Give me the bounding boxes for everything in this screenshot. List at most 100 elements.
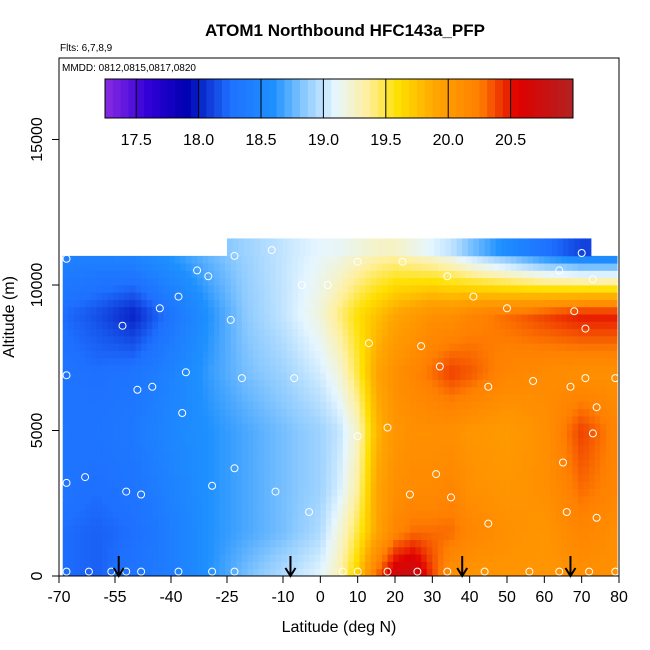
heatmap-cell xyxy=(337,561,344,570)
heatmap-cell xyxy=(90,568,97,577)
heatmap-cell xyxy=(118,321,125,330)
heatmap-cell xyxy=(594,495,601,504)
heatmap-cell xyxy=(376,357,383,366)
heatmap-cell xyxy=(572,401,579,410)
heatmap-cell xyxy=(135,350,142,359)
heatmap-cell xyxy=(73,561,80,570)
heatmap-cell xyxy=(600,546,607,555)
heatmap-cell xyxy=(169,459,176,468)
heatmap-cell xyxy=(90,481,97,490)
heatmap-cell xyxy=(549,415,556,424)
heatmap-cell xyxy=(600,284,607,293)
colorbar-swatch xyxy=(479,79,488,118)
heatmap-cell xyxy=(152,430,159,439)
heatmap-cell xyxy=(415,503,422,511)
heatmap-cell xyxy=(113,408,120,417)
heatmap-cell xyxy=(505,539,512,548)
heatmap-cell xyxy=(331,314,338,322)
heatmap-cell xyxy=(454,343,461,351)
heatmap-cell xyxy=(415,445,422,453)
heatmap-cell xyxy=(533,554,540,562)
heatmap-cell xyxy=(197,277,204,286)
heatmap-cell xyxy=(555,372,562,380)
heatmap-cell xyxy=(510,299,517,308)
heatmap-cell xyxy=(538,255,545,264)
heatmap-cell xyxy=(443,321,450,330)
heatmap-cell xyxy=(432,255,439,264)
heatmap-cell xyxy=(79,415,86,424)
heatmap-cell xyxy=(79,292,86,300)
heatmap-cell xyxy=(533,284,540,293)
heatmap-cell xyxy=(482,546,489,555)
heatmap-cell xyxy=(230,437,237,446)
heatmap-cell xyxy=(510,495,517,504)
heatmap-cell xyxy=(185,539,192,548)
heatmap-cell xyxy=(505,365,512,373)
heatmap-cell xyxy=(90,299,97,308)
heatmap-cell xyxy=(477,423,484,431)
heatmap-cell xyxy=(393,350,400,359)
heatmap-cell xyxy=(460,415,467,424)
heatmap-cell xyxy=(180,328,187,337)
heatmap-cell xyxy=(376,561,383,570)
heatmap-cell xyxy=(337,263,344,271)
heatmap-cell xyxy=(499,517,506,526)
heatmap-cell xyxy=(426,343,433,351)
heatmap-cell xyxy=(490,238,497,257)
heatmap-cell xyxy=(544,408,551,417)
heatmap-cell xyxy=(191,525,198,533)
heatmap-cell xyxy=(426,430,433,439)
heatmap-cell xyxy=(96,510,103,519)
heatmap-cell xyxy=(180,474,187,482)
heatmap-cell xyxy=(488,306,495,315)
heatmap-cell xyxy=(180,423,187,431)
heatmap-cell xyxy=(527,423,534,431)
heatmap-cell xyxy=(275,495,282,504)
heatmap-cell xyxy=(208,481,215,490)
heatmap-cell xyxy=(286,386,293,395)
heatmap-cell xyxy=(426,495,433,504)
heatmap-cell xyxy=(297,255,304,264)
heatmap-cell xyxy=(594,474,601,482)
heatmap-cell xyxy=(197,546,204,555)
heatmap-cell xyxy=(465,517,472,526)
colorbar-swatch xyxy=(471,79,480,118)
heatmap-cell xyxy=(376,277,383,286)
heatmap-cell xyxy=(314,423,321,431)
heatmap-cell xyxy=(583,292,590,300)
heatmap-cell xyxy=(566,430,573,439)
heatmap-cell xyxy=(85,452,92,460)
colorbar-swatch xyxy=(463,79,473,118)
heatmap-cell xyxy=(572,314,579,322)
heatmap-cell xyxy=(169,321,176,330)
sample-point xyxy=(353,432,362,441)
heatmap-cell xyxy=(589,284,596,293)
heatmap-cell xyxy=(521,452,528,460)
heatmap-cell xyxy=(342,408,349,417)
heatmap-cell xyxy=(398,503,405,511)
heatmap-cell xyxy=(129,314,136,322)
heatmap-cell xyxy=(387,394,394,402)
heatmap-cell xyxy=(135,314,142,322)
heatmap-cell xyxy=(465,430,472,439)
heatmap-cell xyxy=(129,321,136,330)
heatmap-cell xyxy=(185,466,192,475)
heatmap-cell xyxy=(269,503,276,511)
heatmap-cell xyxy=(230,394,237,402)
heatmap-cell xyxy=(510,386,517,395)
heatmap-cell xyxy=(124,255,131,264)
heatmap-cell xyxy=(269,328,276,337)
heatmap-cell xyxy=(555,350,562,359)
heatmap-cell xyxy=(600,328,607,337)
heatmap-cell xyxy=(202,277,209,286)
heatmap-cell xyxy=(449,314,456,322)
heatmap-cell xyxy=(516,299,523,308)
heatmap-cell xyxy=(449,277,456,286)
heatmap-cell xyxy=(236,517,243,526)
heatmap-cell xyxy=(297,357,304,366)
heatmap-cell xyxy=(499,314,506,322)
sample-point xyxy=(592,513,601,522)
heatmap-cell xyxy=(174,328,181,337)
heatmap-cell xyxy=(577,335,584,344)
heatmap-cell xyxy=(141,277,148,286)
